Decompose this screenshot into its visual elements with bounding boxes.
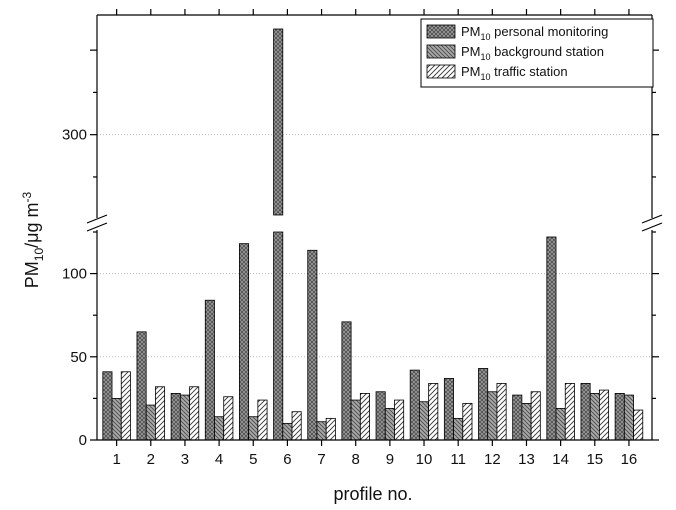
traffic-bar: [120, 371, 131, 441]
personal-bar: [239, 243, 250, 441]
traffic-bar: [633, 409, 644, 441]
traffic-bar: [394, 399, 405, 441]
x-tick-label: 1: [112, 451, 120, 468]
traffic-bar: [599, 389, 610, 441]
legend: PM10 personal monitoring PM10 background …: [420, 18, 654, 88]
traffic-bar: [189, 386, 200, 441]
background-bar: [453, 417, 464, 441]
x-tick-label: 3: [181, 451, 189, 468]
personal-bar: [546, 236, 557, 441]
personal-bar: [443, 378, 454, 441]
background-bar: [111, 397, 122, 441]
x-tick-label: 5: [249, 451, 257, 468]
traffic-bar: [155, 386, 166, 441]
legend-label: PM10 background station: [461, 44, 604, 62]
legend-box: [420, 18, 654, 88]
x-tick-label: 9: [386, 451, 394, 468]
x-tick-label: 7: [317, 451, 325, 468]
background-bar: [248, 416, 259, 441]
personal-bar: [478, 368, 489, 441]
x-tick-label: 13: [518, 451, 535, 468]
y-axis-title: PM10/μg m-3: [20, 191, 46, 288]
personal-bar: [580, 383, 591, 441]
x-tick-label: 2: [147, 451, 155, 468]
legend-swatch-personal: [426, 24, 456, 39]
x-tick-label: 10: [416, 451, 433, 468]
traffic-bar: [530, 391, 541, 441]
legend-label: PM10 traffic station: [461, 64, 568, 82]
traffic-bar: [291, 411, 302, 441]
y-tick-label: 100: [62, 266, 87, 283]
traffic-bar: [223, 396, 234, 441]
background-bar: [179, 394, 190, 441]
background-bar: [350, 399, 361, 441]
legend-swatch-background: [426, 44, 456, 59]
y-tick-label: 0: [79, 432, 87, 449]
personal-bar: [307, 249, 318, 441]
background-bar: [487, 391, 498, 441]
traffic-bar: [496, 383, 507, 441]
bars: [102, 28, 644, 441]
x-tick-label: 14: [552, 451, 569, 468]
legend-swatch-traffic: [426, 64, 456, 79]
background-bar: [282, 422, 293, 441]
personal-bar-upper: [273, 28, 284, 216]
legend-label: PM10 personal monitoring: [461, 24, 608, 42]
background-bar: [419, 401, 430, 441]
background-bar: [521, 402, 532, 441]
axis-break-mark: [641, 214, 663, 224]
personal-bar: [273, 231, 284, 441]
x-tick-label: 15: [586, 451, 603, 468]
personal-bar: [204, 299, 215, 441]
x-tick-label: 11: [450, 451, 466, 468]
x-tick-label: 8: [352, 451, 360, 468]
personal-bar: [614, 393, 625, 441]
x-tick-label: 4: [215, 451, 223, 468]
axis-break-mark: [86, 214, 108, 224]
traffic-bar: [564, 383, 575, 441]
x-tick-label: 16: [621, 451, 638, 468]
background-bar: [555, 407, 566, 441]
personal-bar: [102, 371, 113, 441]
background-bar: [384, 407, 395, 441]
traffic-bar: [428, 383, 439, 441]
axes: [86, 9, 663, 446]
x-tick-label: 12: [484, 451, 501, 468]
background-bar: [316, 421, 327, 441]
personal-bar: [341, 321, 352, 441]
personal-bar: [136, 331, 147, 441]
background-bar: [589, 393, 600, 441]
personal-bar: [375, 391, 386, 441]
grid-lines: [97, 134, 652, 358]
background-bar: [623, 394, 634, 441]
y-tick-label: 300: [62, 127, 87, 144]
traffic-bar: [462, 402, 473, 441]
traffic-bar: [257, 399, 268, 441]
y-tick-label: 50: [70, 349, 87, 366]
personal-bar: [409, 369, 420, 441]
axis-break-mark: [86, 222, 108, 232]
background-bar: [145, 404, 156, 441]
personal-bar: [170, 393, 181, 441]
personal-bar: [512, 394, 523, 441]
traffic-bar: [359, 393, 370, 441]
background-bar: [214, 416, 225, 441]
traffic-bar: [325, 417, 336, 441]
x-tick-label: 6: [283, 451, 291, 468]
x-axis-title: profile no.: [333, 484, 412, 504]
axis-break-mark: [641, 222, 663, 232]
